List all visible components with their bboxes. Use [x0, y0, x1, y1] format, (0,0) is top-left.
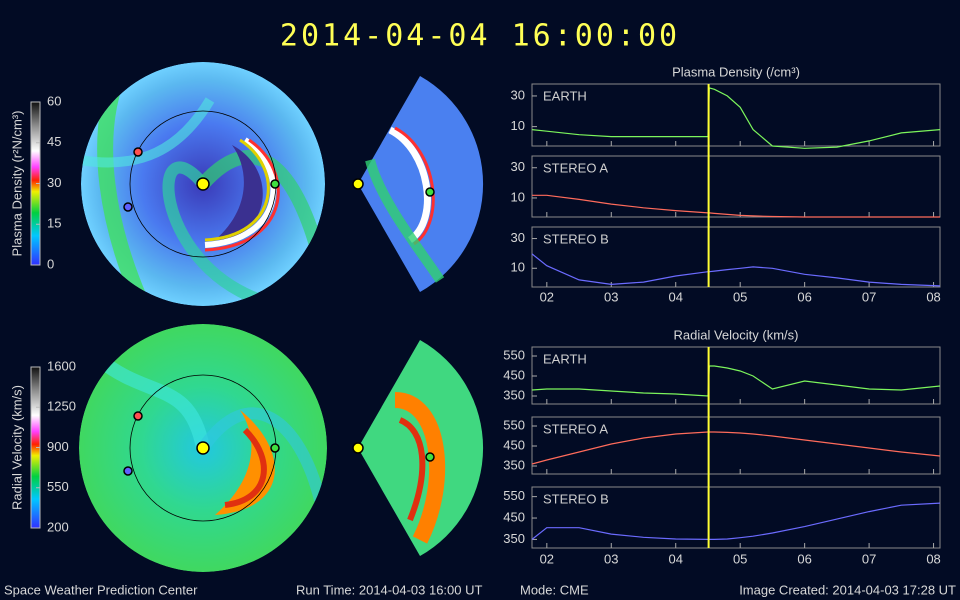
colorbar-tick-label: 1250 [47, 399, 76, 414]
y-tick-label: 30 [511, 230, 525, 245]
x-tick-label: 03 [604, 289, 618, 304]
panel-frame [531, 83, 941, 147]
series-line [531, 365, 941, 397]
panel-label: EARTH [543, 88, 587, 103]
y-tick-label: 550 [503, 488, 525, 503]
series-line [531, 87, 941, 149]
velocity-meridional-view [358, 340, 484, 556]
y-tick-label: 550 [503, 347, 525, 362]
y-tick-label: 10 [511, 118, 525, 133]
x-tick-label: 05 [733, 551, 747, 566]
colorbar-tick-label: 15 [47, 216, 61, 231]
footer-mode: Mode: CME [520, 582, 589, 597]
x-tick-label: 06 [797, 289, 811, 304]
y-tick-label: 10 [511, 189, 525, 204]
panel-frame [531, 346, 941, 405]
footer-created: Image Created: 2014-04-03 17:28 UT [739, 582, 956, 597]
colorbar-tick-label: 30 [47, 175, 61, 190]
colorbar-tick-label: 1600 [47, 358, 76, 373]
colorbar-label: Plasma Density (r²N/cm³) [9, 111, 24, 257]
series-line [531, 431, 941, 465]
panel-label: EARTH [543, 351, 587, 366]
x-tick-label: 04 [669, 289, 683, 304]
y-tick-label: 350 [503, 457, 525, 472]
x-tick-label: 06 [797, 551, 811, 566]
colorbar-tick-label: 45 [47, 134, 61, 149]
colorbar-tick-label: 900 [47, 439, 69, 454]
y-tick-label: 350 [503, 387, 525, 402]
panel-label: STEREO A [543, 160, 608, 175]
chart-title: Plasma Density (/cm³) [672, 64, 800, 79]
bodies [123, 147, 435, 476]
series-line [531, 502, 941, 540]
chart-title: Radial Velocity (km/s) [674, 327, 799, 342]
x-tick-label: 07 [862, 289, 876, 304]
y-tick-label: 550 [503, 417, 525, 432]
panel-frame [531, 486, 941, 549]
y-tick-label: 450 [503, 509, 525, 524]
series-line [532, 194, 940, 218]
colorbar-tick-label: 550 [47, 479, 69, 494]
x-tick-label: 08 [926, 289, 940, 304]
timestamp-title: 2014-04-04 16:00:00 [280, 19, 680, 54]
colorbar-tick-label: 60 [47, 93, 61, 108]
x-tick-label: 02 [540, 551, 554, 566]
panel-frame [531, 226, 941, 288]
colorbar-label: Radial Velocity (km/s) [9, 385, 24, 510]
y-tick-label: 450 [503, 437, 525, 452]
panel-frame [531, 155, 941, 218]
density-meridional-view [358, 76, 484, 292]
series-line [531, 253, 941, 287]
panel-label: STEREO B [543, 491, 609, 506]
y-tick-label: 30 [511, 87, 525, 102]
y-tick-label: 10 [511, 260, 525, 275]
footer-run-time: Run Time: 2014-04-03 16:00 UT [296, 582, 482, 597]
footer-org: Space Weather Prediction Center [4, 582, 198, 597]
x-tick-label: 05 [733, 289, 747, 304]
panel-label: STEREO B [543, 231, 609, 246]
y-tick-label: 30 [511, 159, 525, 174]
x-tick-label: 07 [862, 551, 876, 566]
panel-label: STEREO A [543, 421, 608, 436]
x-tick-label: 08 [926, 551, 940, 566]
x-tick-label: 04 [669, 551, 683, 566]
y-tick-label: 350 [503, 531, 525, 546]
colorbar-tick-label: 200 [47, 519, 69, 534]
x-tick-label: 02 [540, 289, 554, 304]
colorbar-tick-label: 0 [47, 256, 54, 271]
x-tick-label: 03 [604, 551, 618, 566]
y-tick-label: 450 [503, 367, 525, 382]
